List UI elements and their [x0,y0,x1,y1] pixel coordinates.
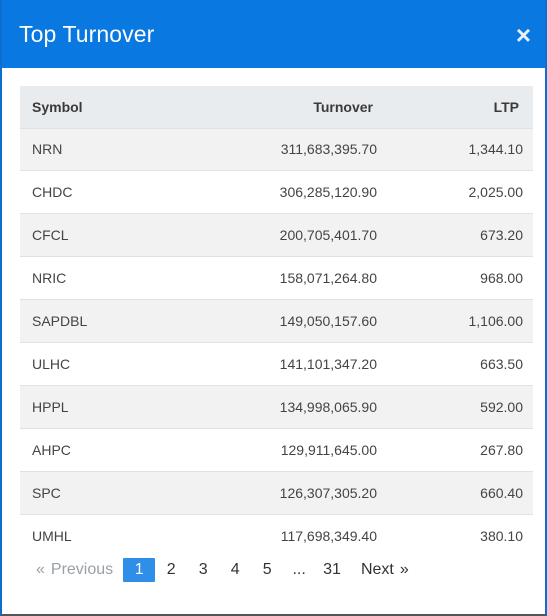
cell-turnover: 141,101,347.20 [180,341,390,386]
page-3-button[interactable]: 3 [198,561,208,578]
close-icon[interactable]: × [515,20,531,50]
header-turnover: Turnover [180,86,390,129]
cell-turnover: 149,050,157.60 [180,299,390,343]
page-5-button[interactable]: 5 [262,561,272,578]
next-label: Next [360,561,394,578]
modal-title: Top Turnover [19,20,155,47]
cell-symbol: CHDC [20,170,180,214]
cell-symbol: SAPDBL [20,299,180,343]
cell-symbol: CFCL [20,213,180,257]
page-2-button[interactable]: 2 [166,561,176,578]
cell-symbol: SPC [20,470,180,515]
cell-turnover: 311,683,395.70 [180,127,390,171]
cell-turnover: 134,998,065.90 [180,384,390,429]
next-page-button[interactable]: Next » [349,558,423,582]
cell-turnover: 129,911,645.00 [180,427,390,472]
pagination-ellipsis: ... [292,561,306,578]
turnover-table: Symbol Turnover LTP NRN 311,683,395.70 1… [20,86,533,557]
cell-symbol: AHPC [20,427,180,472]
previous-label: Previous [50,561,114,578]
cell-symbol: HPPL [20,384,180,429]
cell-ltp: 592.00 [390,384,533,429]
table-row: AHPC 129,911,645.00 267.80 [20,427,533,472]
cell-turnover: 158,071,264.80 [180,256,390,300]
cell-ltp: 968.00 [390,256,533,300]
cell-turnover: 200,705,401.70 [180,213,390,257]
cell-symbol: UMHL [20,513,180,557]
cell-ltp: 673.20 [390,213,533,257]
cell-ltp: 267.80 [390,427,533,472]
pagination: « Previous 1 2 3 4 5 ... 31 Next » [2,550,545,590]
double-chevron-right-icon: » [399,561,409,578]
table-row: HPPL 134,998,065.90 592.00 [20,384,533,429]
table-header-row: Symbol Turnover LTP [20,86,533,129]
cell-ltp: 1,344.10 [390,127,533,171]
cell-turnover: 306,285,120.90 [180,170,390,214]
header-symbol: Symbol [20,86,180,129]
double-chevron-left-icon: « [36,561,45,578]
page-31-button[interactable]: 31 [323,561,341,578]
turnover-table-container: Symbol Turnover LTP NRN 311,683,395.70 1… [20,86,533,557]
cell-symbol: NRIC [20,256,180,300]
table-row: NRIC 158,071,264.80 968.00 [20,256,533,300]
cell-ltp: 1,106.00 [390,299,533,343]
cell-symbol: NRN [20,127,180,171]
cell-ltp: 660.40 [390,470,533,515]
cell-ltp: 663.50 [390,341,533,386]
cell-symbol: ULHC [20,341,180,386]
header-ltp: LTP [390,86,533,129]
modal-header: Top Turnover × [2,0,545,68]
page-1-button[interactable]: 1 [123,558,156,582]
table-row: ULHC 141,101,347.20 663.50 [20,341,533,386]
table-row: SAPDBL 149,050,157.60 1,106.00 [20,299,533,343]
cell-ltp: 380.10 [390,513,533,557]
cell-turnover: 117,698,349.40 [180,513,390,557]
cell-ltp: 2,025.00 [390,170,533,214]
cell-turnover: 126,307,305.20 [180,470,390,515]
table-row: CHDC 306,285,120.90 2,025.00 [20,170,533,214]
table-row: SPC 126,307,305.20 660.40 [20,470,533,515]
page-4-button[interactable]: 4 [230,561,240,578]
table-row: NRN 311,683,395.70 1,344.10 [20,127,533,171]
table-row: CFCL 200,705,401.70 673.20 [20,213,533,257]
table-row: UMHL 117,698,349.40 380.10 [20,513,533,557]
previous-page-button[interactable]: « Previous [30,558,123,582]
